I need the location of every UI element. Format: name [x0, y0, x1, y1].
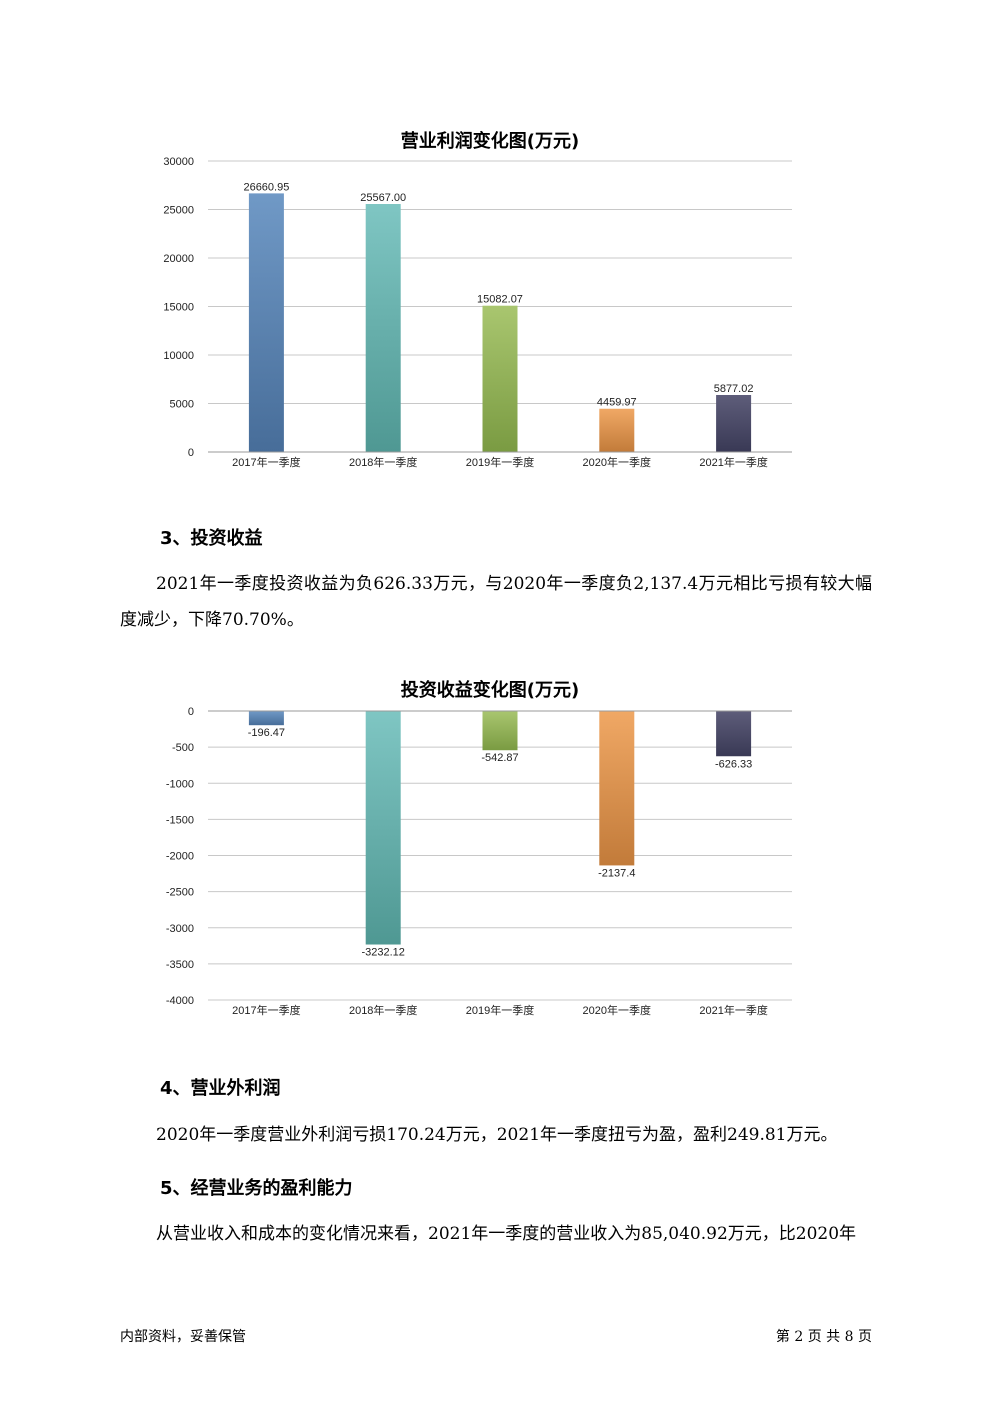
- y-tick-label: -1500: [166, 814, 194, 826]
- y-tick-label: -500: [172, 742, 194, 754]
- y-tick-label: 20000: [163, 253, 194, 265]
- paragraph: 从营业收入和成本的变化情况来看，2021年一季度的营业收入为85,040.92万…: [156, 1224, 857, 1244]
- data-label: -196.47: [248, 727, 285, 739]
- x-tick-label: 2017年一季度: [232, 455, 300, 469]
- x-tick-label: 2018年一季度: [349, 1003, 417, 1017]
- data-label: -2137.4: [598, 867, 635, 879]
- data-label: 25567.00: [360, 192, 406, 204]
- y-tick-label: -2500: [166, 887, 194, 899]
- bar: [716, 394, 752, 452]
- y-tick-label: -2000: [166, 851, 194, 863]
- x-tick-label: 2021年一季度: [699, 1003, 767, 1017]
- x-tick-label: 2020年一季度: [583, 1003, 651, 1017]
- bar: [482, 305, 518, 452]
- operating-profit-chart: 营业利润变化图(万元) 30000 25000 20000 15000 10000 500…: [160, 125, 820, 475]
- data-label: -542.87: [481, 752, 518, 764]
- x-tick-label: 2017年一季度: [232, 1003, 300, 1017]
- footer-page-number: 第 2 页 共 8 页: [775, 1329, 872, 1345]
- paragraph: 2021年一季度投资收益为负626.33万元，与2020年一季度负2,137.4…: [120, 574, 872, 630]
- x-tick-label: 2019年一季度: [466, 455, 534, 469]
- x-tick-label: 2021年一季度: [699, 455, 767, 469]
- investment-income-chart: 投资收益变化图(万元) 0 -500 -1000 -1500 -2000 -2500 -30…: [160, 672, 820, 1032]
- chart-title: 投资收益变化图(万元): [400, 680, 580, 701]
- y-tick-label: -1000: [166, 778, 194, 790]
- footer-left: 内部资料，妥善保管: [120, 1329, 246, 1345]
- investment-income-plot: 0 -500 -1000 -1500 -2000 -2500 -3000 -3500 -4000…: [166, 706, 792, 1017]
- bar: [248, 711, 284, 726]
- bar: [482, 711, 518, 751]
- bar: [248, 193, 284, 452]
- section-heading: 3、投资收益: [160, 528, 263, 549]
- y-tick-label: 10000: [163, 350, 194, 362]
- data-label: 26660.95: [243, 181, 289, 193]
- y-tick-label: 0: [188, 447, 194, 459]
- y-tick-label: 15000: [163, 302, 194, 314]
- y-tick-label: 5000: [170, 399, 194, 411]
- y-tick-label: 30000: [163, 156, 194, 168]
- data-label: 5877.02: [714, 383, 754, 395]
- y-tick-label: 25000: [163, 205, 194, 217]
- paragraph: 2020年一季度营业外利润亏损170.24万元，2021年一季度扭亏为盈，盈利2…: [156, 1125, 838, 1145]
- section-heading: 4、营业外利润: [160, 1078, 281, 1099]
- bar: [599, 408, 635, 452]
- bar: [716, 711, 752, 757]
- x-tick-label: 2018年一季度: [349, 455, 417, 469]
- chart-title: 营业利润变化图(万元): [400, 131, 580, 152]
- section-heading: 5、经营业务的盈利能力: [160, 1178, 353, 1199]
- bar: [599, 711, 635, 866]
- data-label: 4459.97: [597, 397, 637, 409]
- data-label: 15082.07: [477, 294, 523, 306]
- bar: [365, 711, 401, 945]
- bar: [365, 204, 401, 452]
- y-tick-label: -3000: [166, 923, 194, 935]
- operating-profit-plot: 30000 25000 20000 15000 10000 5000 0 26660.95 20…: [163, 156, 792, 469]
- y-tick-label: -4000: [166, 995, 194, 1007]
- y-tick-label: 0: [188, 706, 194, 718]
- data-label: -3232.12: [361, 947, 404, 959]
- x-tick-label: 2019年一季度: [466, 1003, 534, 1017]
- x-tick-label: 2020年一季度: [583, 455, 651, 469]
- y-tick-label: -3500: [166, 959, 194, 971]
- data-label: -626.33: [715, 758, 752, 770]
